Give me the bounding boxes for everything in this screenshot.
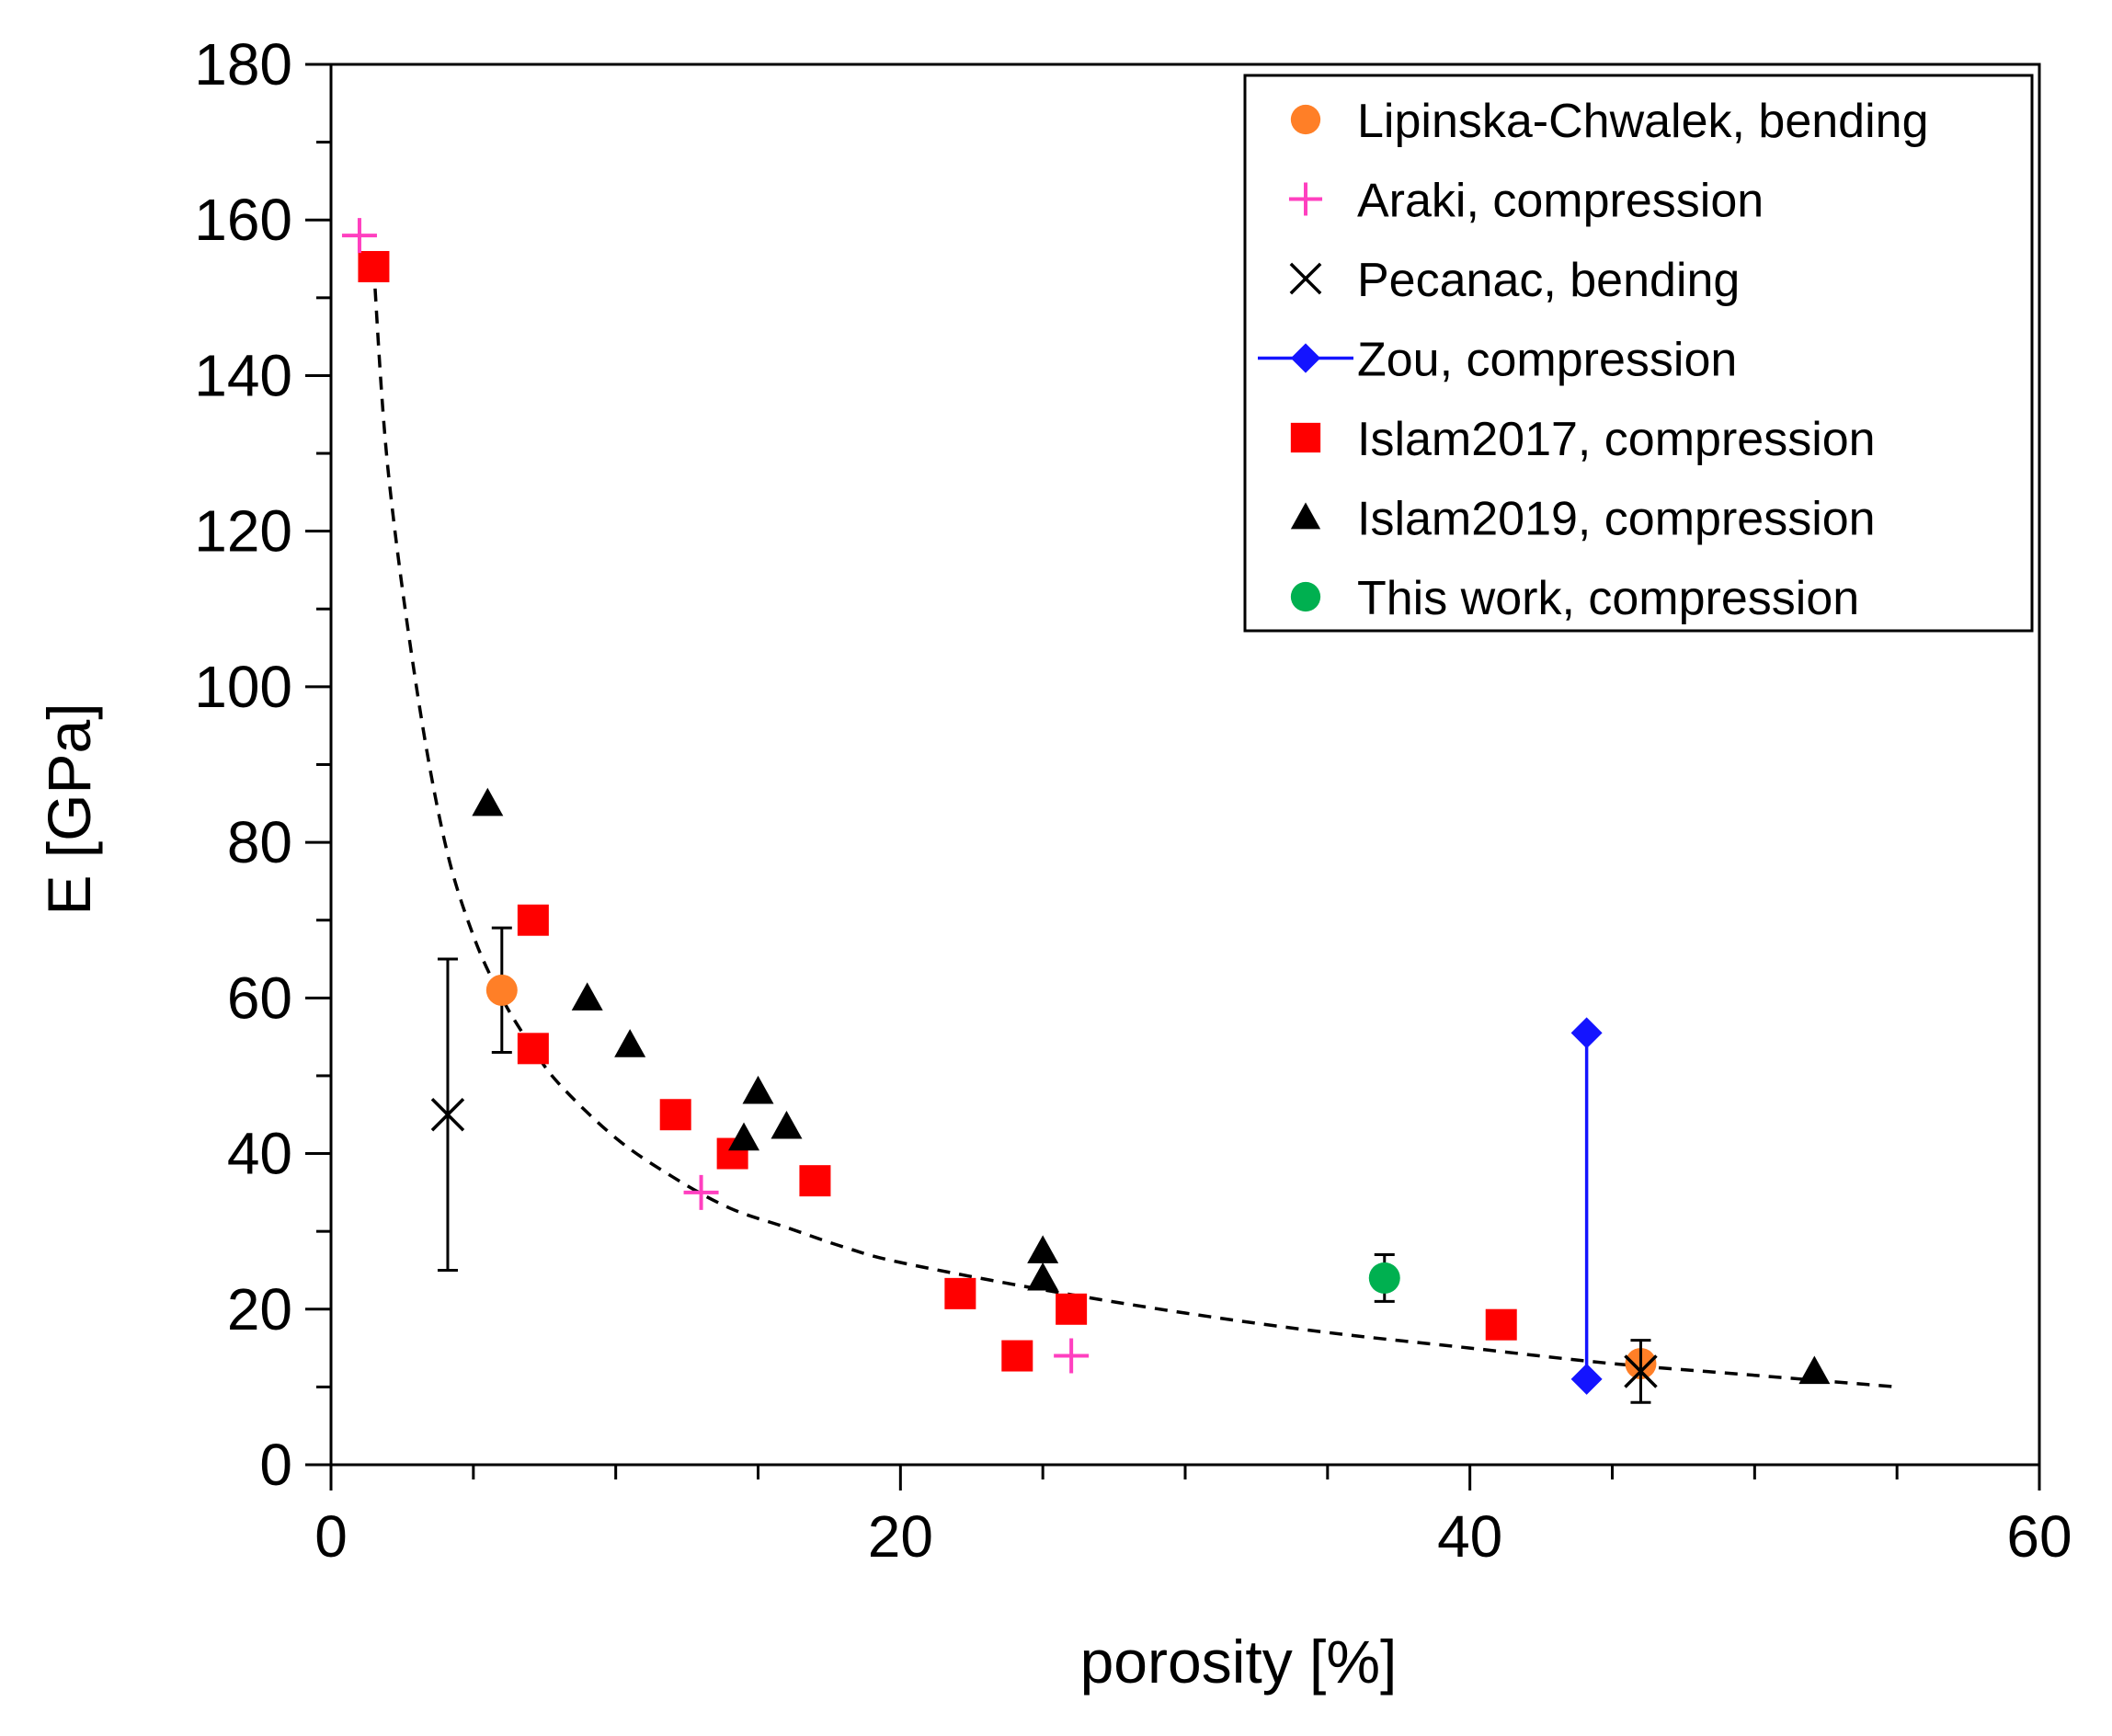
islam2019-compression-point	[472, 787, 504, 817]
y-tick-label: 180	[194, 31, 292, 97]
this-work-compression-point	[1368, 1262, 1400, 1294]
islam2019-compression-point	[1027, 1262, 1059, 1291]
legend-marker-lipinska-chwalek-bending	[1290, 104, 1321, 135]
y-tick-label: 120	[194, 498, 292, 565]
legend-marker-zou-compression	[1290, 343, 1321, 373]
araki-compression-point	[341, 218, 377, 254]
zou-compression-point	[1570, 1363, 1603, 1395]
legend-box	[1243, 74, 2034, 633]
y-tick-label: 160	[194, 187, 292, 253]
legend-marker-pecanac-bending	[1289, 262, 1322, 295]
araki-compression-point	[683, 1174, 719, 1210]
fit-curve	[371, 266, 1898, 1389]
legend-label-this-work-compression: This work, compression	[1357, 572, 1859, 625]
y-tick-label: 40	[227, 1121, 292, 1187]
legend-label-pecanac-bending: Pecanac, bending	[1357, 254, 1740, 307]
zou-compression-point	[1570, 1017, 1603, 1049]
x-axis-title: porosity [%]	[1080, 1628, 1398, 1696]
araki-compression-point	[1054, 1338, 1090, 1374]
islam2017-compression-point	[517, 1033, 549, 1065]
islam2017-compression-point	[659, 1099, 691, 1131]
islam2017-compression-point	[517, 904, 549, 936]
legend-marker-this-work-compression	[1290, 581, 1321, 612]
legend-label-islam2019-compression: Islam2019, compression	[1357, 493, 1876, 546]
pecanac-bending-point	[430, 1098, 465, 1132]
fit-curve-group	[371, 266, 1898, 1389]
axis-ticks	[305, 63, 2041, 1490]
y-tick-label: 80	[227, 809, 292, 875]
x-tick-label: 40	[1437, 1503, 1502, 1570]
islam2019-compression-point	[742, 1075, 774, 1104]
islam2019-compression-point	[728, 1122, 760, 1151]
islam2019-compression-point	[614, 1029, 646, 1057]
pecanac-bending-point	[1624, 1354, 1658, 1388]
islam2017-compression-point	[944, 1277, 976, 1309]
legend-marker-islam2017-compression	[1290, 422, 1321, 453]
legend-marker-islam2019-compression	[1290, 502, 1321, 530]
islam2019-compression-point	[1027, 1235, 1059, 1263]
y-axis-title: E [GPa]	[35, 702, 103, 915]
legend-label-araki-compression: Araki, compression	[1357, 175, 1764, 228]
islam2017-compression-point	[358, 250, 390, 282]
legend-label-islam2017-compression: Islam2017, compression	[1357, 413, 1876, 466]
lipinska-chwalek-bending-point	[485, 974, 518, 1006]
data-marks	[341, 218, 1831, 1404]
legend-marker-araki-compression	[1288, 182, 1323, 216]
islam2019-compression-point	[771, 1110, 803, 1139]
legend: Lipinska-Chwalek, bending Araki, compress…	[1243, 74, 2034, 633]
y-tick-label: 140	[194, 342, 292, 408]
legend-label-zou-compression: Zou, compression	[1357, 334, 1737, 387]
islam2017-compression-point	[1001, 1340, 1033, 1372]
x-tick-label: 20	[868, 1503, 933, 1570]
y-tick-label: 100	[194, 654, 292, 720]
x-tick-label: 0	[314, 1503, 348, 1570]
islam2019-compression-point	[1798, 1355, 1831, 1385]
y-tick-label: 0	[259, 1432, 292, 1498]
y-tick-label: 60	[227, 965, 292, 1031]
tick-labels: 0 20 40 60 80 100 120 140 160 180 0 20 40 60	[194, 31, 2072, 1570]
islam2019-compression-point	[571, 982, 603, 1011]
x-tick-label: 60	[2006, 1503, 2072, 1570]
islam2017-compression-point	[799, 1165, 831, 1197]
islam2017-compression-point	[1485, 1308, 1517, 1341]
y-tick-label: 20	[227, 1276, 292, 1342]
legend-label-lipinska-chwalek-bending: Lipinska-Chwalek, bending	[1357, 95, 1929, 148]
islam2017-compression-point	[1056, 1293, 1088, 1325]
